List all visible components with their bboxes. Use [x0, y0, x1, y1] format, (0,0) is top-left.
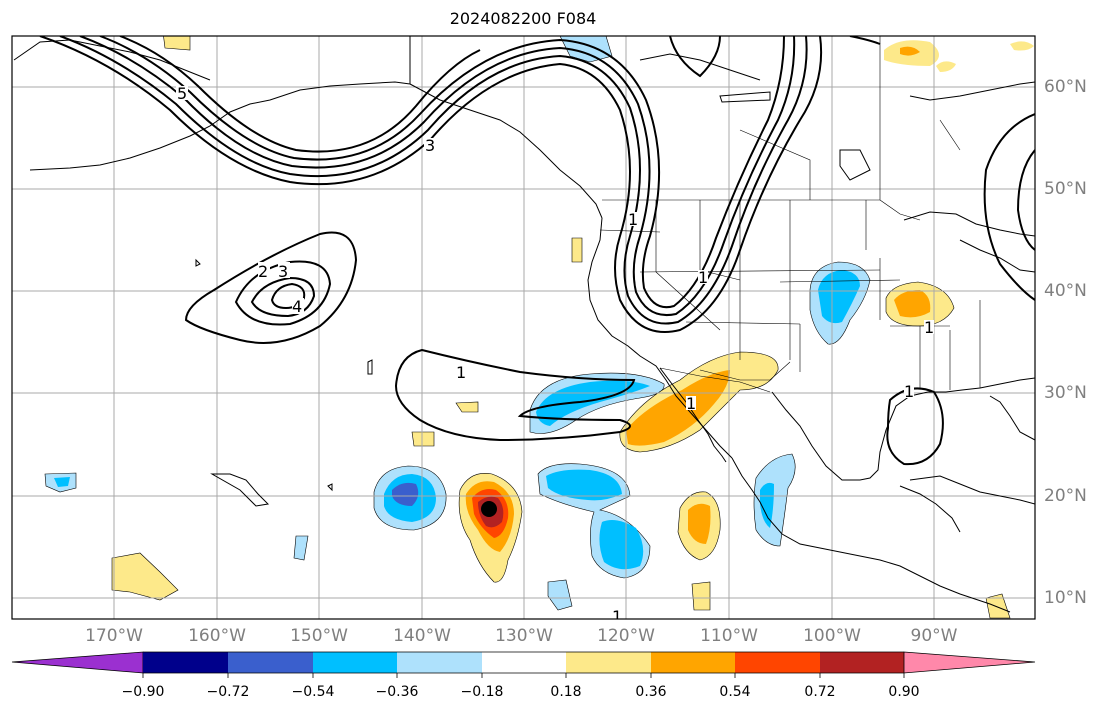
yellow-blob: [985, 593, 1011, 619]
yellow-blob: [936, 61, 956, 72]
contour-label: 1: [924, 318, 934, 337]
lon-label: 120°W: [597, 626, 655, 646]
blue-blob: [54, 477, 70, 487]
blue-blob: [760, 482, 774, 528]
blue-blob: [293, 535, 309, 561]
colorbar: [11, 651, 1036, 678]
colorbar-extend-low: [11, 651, 144, 674]
lat-label: 20°N: [1044, 486, 1087, 506]
map-title: 2024082200 F084: [449, 9, 597, 28]
colorbar-tick-label: 0.72: [804, 684, 836, 700]
contours: [39, 36, 1035, 466]
contour-label: 1: [686, 394, 696, 413]
yellow-blob: [691, 581, 711, 611]
blue-blob: [753, 453, 796, 547]
blue-blob: [818, 270, 860, 324]
contour-label: 4: [292, 297, 302, 316]
lon-label: 140°W: [393, 626, 451, 646]
contour-label: 1: [904, 382, 914, 401]
yellow-blob: [411, 431, 435, 447]
colorbar-tick-label: 0.36: [635, 684, 667, 700]
blue-blob: [546, 469, 622, 501]
colorbar-tick-label: 0.54: [719, 684, 751, 700]
colorbar-extend-high: [903, 651, 1036, 674]
lon-label: 170°W: [85, 626, 143, 646]
coastlines: [13, 36, 1035, 613]
yellow-blob: [1010, 41, 1034, 51]
shaded-field: [44, 36, 1034, 619]
orange-blob: [900, 46, 920, 56]
lon-label: 90°W: [910, 626, 958, 646]
colorbar-tick-label: 0.90: [888, 684, 920, 700]
colorbar-tick-label: 0.18: [550, 684, 582, 700]
yellow-blob: [163, 36, 191, 51]
contour-label: 1: [612, 607, 622, 626]
blue-blob: [547, 579, 573, 611]
orange-blob: [626, 370, 730, 446]
lat-label: 40°N: [1044, 281, 1087, 301]
contour-label: 2: [258, 262, 268, 281]
colorbar-tick-label: −0.72: [206, 684, 250, 700]
contour-label: 1: [698, 268, 708, 287]
map-frame: [11, 35, 1036, 620]
lon-label: 100°W: [803, 626, 861, 646]
blue-blob: [392, 482, 419, 506]
colorbar-tick-label: −0.36: [375, 684, 419, 700]
lon-label: 110°W: [700, 626, 758, 646]
lon-label: 150°W: [290, 626, 348, 646]
lon-label: 160°W: [188, 626, 246, 646]
lat-label: 30°N: [1044, 383, 1087, 403]
yellow-blob: [571, 237, 583, 263]
contour-label: 1: [628, 210, 638, 229]
contour-label: 3: [278, 262, 288, 281]
orange-blob: [688, 503, 711, 544]
orange-blob: [894, 290, 931, 318]
lat-label: 50°N: [1044, 179, 1087, 199]
contour-label: 3: [425, 136, 435, 155]
yellow-blob: [111, 552, 179, 601]
lat-label: 60°N: [1044, 77, 1087, 97]
contour-label-group: 5 3 2 3 4 1 1 1 1 1 1 1: [176, 84, 934, 626]
lat-label: 10°N: [1044, 588, 1087, 608]
contour-label: 1: [456, 363, 466, 382]
colorbar-tick-label: −0.54: [291, 684, 335, 700]
contour-label: 5: [177, 84, 187, 103]
lon-label: 130°W: [495, 626, 553, 646]
blue-blob: [599, 520, 644, 570]
colorbar-tick-label: −0.18: [460, 684, 504, 700]
tc-center-marker: [481, 501, 497, 517]
yellow-blob: [455, 401, 479, 413]
colorbar-tick-label: −0.90: [121, 684, 165, 700]
